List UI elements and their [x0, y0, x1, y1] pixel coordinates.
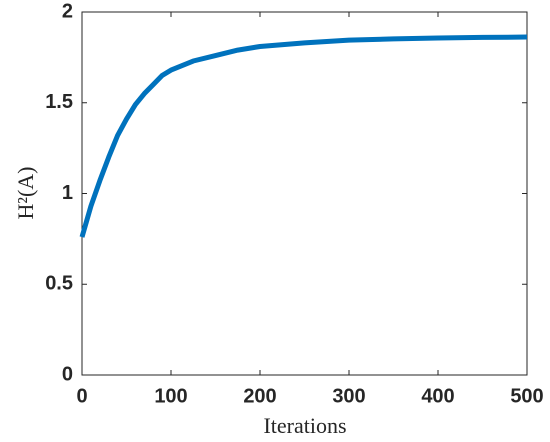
- y-tick-label: 1.5: [45, 91, 73, 113]
- x-tick-label: 400: [421, 385, 454, 407]
- y-tick-label: 2: [62, 0, 73, 22]
- x-tick-label: 100: [154, 385, 187, 407]
- y-tick-label: 1: [62, 182, 73, 204]
- plot-area: [81, 11, 528, 376]
- y-axis-label: H²(A): [13, 166, 38, 219]
- x-tick-label: 0: [76, 385, 87, 407]
- x-tick-label: 300: [332, 385, 365, 407]
- x-tick-label: 200: [243, 385, 276, 407]
- data-line: [79, 34, 528, 238]
- y-tick-label: 0.5: [45, 273, 73, 295]
- x-tick-label: 500: [510, 385, 543, 407]
- x-axis-label: Iterations: [263, 413, 346, 438]
- y-tick-label: 0: [62, 363, 73, 385]
